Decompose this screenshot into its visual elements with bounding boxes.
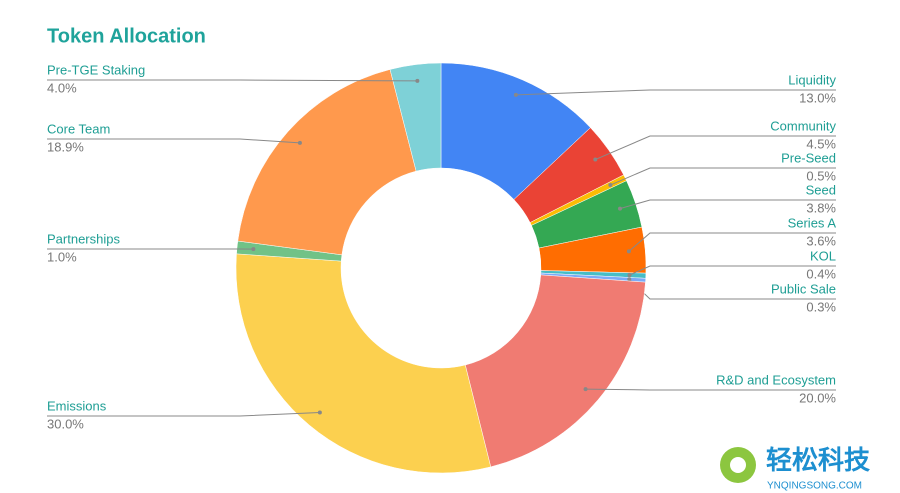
leader-line [515, 89, 836, 96]
leader-dot [297, 140, 302, 145]
value-label: 1.0% [47, 249, 77, 264]
slice-label: Public Sale [771, 281, 836, 296]
value-label: 4.0% [47, 80, 77, 95]
value-label: 30.0% [47, 416, 84, 431]
leader-line [619, 199, 836, 210]
watermark-text: 轻松科技 [766, 445, 870, 475]
slice-label: Liquidity [788, 72, 836, 87]
leader-line [585, 388, 836, 391]
watermark-icon [730, 457, 746, 473]
leader-line [47, 412, 320, 417]
value-label: 4.5% [806, 136, 836, 151]
slice-label: Community [770, 118, 836, 133]
leader-dot [251, 247, 256, 252]
leader-line [628, 232, 836, 252]
slice-label: Emissions [47, 398, 107, 413]
value-label: 3.8% [806, 200, 836, 215]
chart-title: Token Allocation [47, 25, 206, 47]
slice-label: Partnerships [47, 231, 120, 246]
leader-line [629, 265, 836, 276]
leader-dot [627, 277, 632, 282]
watermark: 轻松科技 YNQINGSONG.COM [720, 445, 870, 492]
value-label: 3.6% [806, 233, 836, 248]
leader-dot [608, 183, 613, 188]
leader-dot [627, 273, 632, 278]
slice-label: Pre-TGE Staking [47, 62, 145, 77]
value-label: 13.0% [799, 90, 836, 105]
leader-dot [617, 206, 622, 211]
value-label: 0.5% [806, 168, 836, 183]
value-label: 18.9% [47, 139, 84, 154]
slice-label: Seed [806, 182, 836, 197]
leader-dot [593, 157, 598, 162]
leader-line [47, 138, 300, 144]
slice-label: R&D and Ecosystem [716, 372, 836, 387]
leader-dot [583, 387, 588, 392]
slice-label: Series A [788, 215, 837, 230]
slice [237, 69, 417, 256]
slice-label: Core Team [47, 121, 110, 136]
value-label: 20.0% [799, 390, 836, 405]
slice [235, 253, 492, 474]
value-label: 0.4% [806, 266, 836, 281]
watermark-url: YNQINGSONG.COM [767, 481, 862, 492]
slice [440, 62, 591, 200]
value-label: 0.3% [806, 299, 836, 314]
leader-dot [317, 410, 322, 415]
leader-dot [415, 78, 420, 83]
leader-line [595, 135, 836, 161]
leader-dot [626, 249, 631, 254]
leader-line [47, 79, 418, 82]
slice [464, 274, 646, 468]
slice-label: Pre-Seed [781, 150, 836, 165]
leader-dot [513, 92, 518, 97]
slice-label: KOL [810, 248, 836, 263]
slice [389, 62, 442, 172]
leader-line [610, 167, 836, 186]
